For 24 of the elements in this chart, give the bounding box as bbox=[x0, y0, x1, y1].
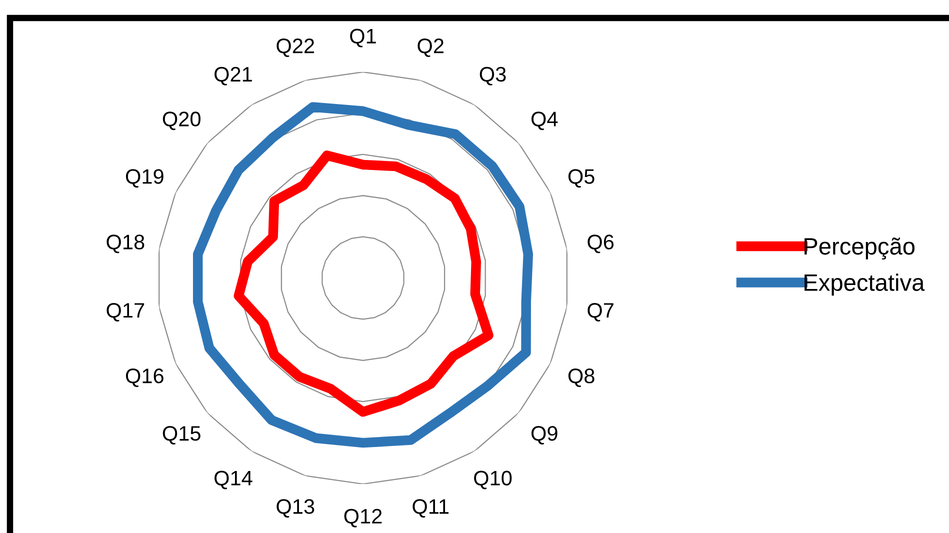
spoke-label: Q16 bbox=[126, 368, 164, 388]
spoke-label: Q4 bbox=[531, 112, 558, 130]
spoke-label: Q20 bbox=[162, 112, 200, 130]
spoke-label: Q15 bbox=[162, 426, 200, 445]
spoke-label: Q8 bbox=[568, 368, 594, 388]
spoke-label: Q13 bbox=[276, 499, 314, 518]
spoke-label: Q3 bbox=[480, 66, 506, 86]
legend-label: Expectativa bbox=[804, 274, 925, 296]
spoke-label: Q19 bbox=[126, 169, 164, 188]
spoke-label: Q6 bbox=[588, 234, 614, 254]
spoke-label: Q17 bbox=[106, 303, 144, 322]
legend-label: Percepção bbox=[804, 238, 915, 260]
spoke-label: Q9 bbox=[531, 426, 558, 445]
spoke-label: Q12 bbox=[344, 508, 382, 528]
spoke-label: Q14 bbox=[214, 470, 252, 490]
spoke-label: Q22 bbox=[276, 38, 314, 58]
spoke-label: Q10 bbox=[474, 470, 512, 490]
spoke-label: Q1 bbox=[350, 28, 376, 48]
spoke-label: Q2 bbox=[418, 38, 444, 58]
spoke-label: Q18 bbox=[106, 234, 144, 254]
spoke-label: Q5 bbox=[568, 169, 594, 188]
spoke-label: Q7 bbox=[588, 303, 614, 322]
spoke-label: Q11 bbox=[412, 499, 449, 518]
spoke-label: Q21 bbox=[214, 66, 252, 86]
